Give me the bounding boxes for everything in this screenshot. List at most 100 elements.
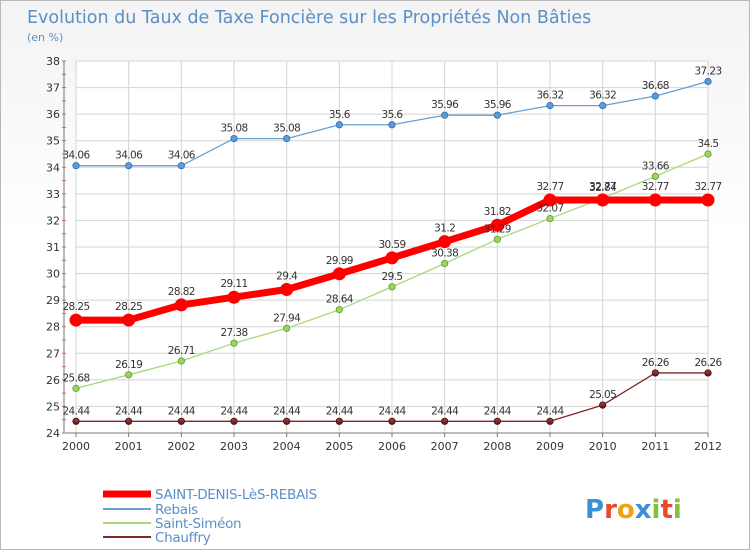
series-saint-sim-on-data-label: 32.84 (589, 182, 617, 194)
y-tick-label: 38 (46, 55, 60, 68)
series-rebais-data-label: 34.06 (168, 150, 196, 162)
series-saint-sim-on-data-label: 33.66 (642, 160, 670, 172)
y-tick-label: 35 (46, 135, 60, 148)
y-tick-label: 30 (46, 268, 60, 281)
series-chauffry-data-label: 24.44 (168, 405, 196, 417)
series-saint-sim-on-point (546, 214, 554, 223)
series-saint-sim-on-data-label: 26.71 (168, 345, 195, 357)
series-chauffry-data-label: 24.44 (273, 405, 301, 417)
series-chauffry-data-label: 24.44 (115, 405, 143, 417)
y-tick-label: 29 (46, 294, 60, 307)
series-chauffry-data-label: 24.44 (431, 405, 459, 417)
series-saint-sim-on-data-label: 26.19 (115, 359, 142, 371)
series-chauffry-point (546, 417, 554, 425)
x-tick-label: 2001 (115, 440, 143, 453)
series-chauffry-point (599, 401, 607, 409)
series-saint-denis-l-s-rebais-point (122, 313, 136, 327)
series-chauffry-point (283, 417, 291, 425)
series-saint-denis-l-s-rebais-data-label: 32.77 (642, 181, 669, 193)
axes: 24 25 26 27 28 29 30 31 32 33 34 35 36 37 38 2000 2001 20… (46, 55, 722, 453)
legend-rebais-label: Rebais (155, 502, 198, 518)
chart-title: Evolution du Taux de Taxe Foncière sur l… (27, 8, 591, 28)
series-saint-sim-on-point (493, 235, 501, 243)
series-saint-sim-on-point (704, 150, 712, 158)
series-saint-sim-on-point (72, 384, 80, 392)
series-saint-sim-on-point (177, 357, 185, 365)
series-chauffry-data-label: 25.05 (589, 389, 616, 401)
series-saint-denis-l-s-rebais-data-label: 31.2 (434, 223, 455, 235)
series-rebais-point (651, 92, 659, 100)
x-tick-label: 2012 (694, 440, 722, 453)
series-chauffry-data-label: 24.44 (220, 405, 248, 417)
series-rebais-point (388, 121, 396, 129)
series-layer (69, 77, 715, 425)
series-saint-sim-on-data-label: 30.38 (431, 247, 458, 259)
series-saint-denis-l-s-rebais-data-label: 32.77 (536, 181, 563, 193)
chart-unit-label: (en %) (27, 31, 63, 44)
legend-saint-denis-l-s-rebais-label: SAINT-DENIS-LèS-REBAIS (155, 487, 317, 503)
x-tick-label: 2002 (167, 440, 195, 453)
y-tick-label: 25 (46, 400, 60, 413)
x-tick-label: 2000 (62, 440, 90, 453)
series-saint-sim-on-point (651, 172, 659, 180)
series-rebais-data-label: 34.06 (115, 150, 143, 162)
series-saint-denis-l-s-rebais-point (701, 193, 715, 207)
y-tick-label: 33 (46, 188, 60, 201)
series-rebais-data-label: 35.6 (329, 109, 351, 121)
series-chauffry-data-label: 24.44 (62, 405, 90, 417)
y-tick-label: 28 (46, 321, 60, 334)
y-tick-label: 37 (46, 82, 60, 95)
legend-chauffry-label: Chauffry (155, 530, 211, 546)
series-chauffry-point (704, 369, 712, 377)
series-chauffry-data-label: 24.44 (378, 405, 406, 417)
series-rebais-data-label: 35.96 (431, 99, 459, 111)
series-rebais-data-label: 36.32 (536, 90, 563, 102)
series-saint-denis-l-s-rebais-point (69, 313, 83, 327)
series-rebais-point (177, 162, 185, 170)
logo-text: Proxiti (585, 495, 682, 525)
series-saint-denis-l-s-rebais-point (596, 193, 610, 207)
series-chauffry-point (388, 417, 396, 425)
x-tick-label: 2006 (378, 440, 406, 453)
series-rebais-point (230, 134, 238, 143)
proxiti-logo: Proxiti (585, 495, 682, 525)
y-tick-label: 27 (46, 347, 60, 360)
series-rebais-point (283, 134, 291, 143)
series-saint-sim-on-data-label: 31.29 (484, 223, 511, 235)
series-rebais-data-label: 35.6 (382, 109, 404, 121)
series-rebais-data-label: 35.96 (484, 99, 512, 111)
series-saint-denis-l-s-rebais-data-label: 31.82 (484, 206, 511, 218)
x-tick-label: 2011 (641, 440, 669, 453)
series-rebais-point (72, 162, 80, 170)
series-saint-denis-l-s-rebais-data-label: 32.77 (589, 181, 616, 193)
series-saint-sim-on-data-label: 28.64 (326, 294, 354, 306)
series-rebais-point (546, 102, 554, 110)
series-chauffry-point (493, 417, 501, 425)
series-saint-denis-l-s-rebais-point (227, 290, 241, 304)
y-tick-label: 32 (46, 214, 60, 227)
series-rebais-data-label: 36.68 (642, 80, 669, 92)
series-saint-denis-l-s-rebais-data-label: 29.11 (220, 278, 247, 290)
series-saint-denis-l-s-rebais-point (385, 251, 399, 265)
x-tick-label: 2010 (589, 440, 617, 453)
series-rebais-data-label: 34.06 (62, 150, 90, 162)
x-tick-label: 2009 (536, 440, 564, 453)
series-chauffry-data-label: 26.26 (694, 357, 722, 369)
series-chauffry-data-label: 24.44 (484, 405, 512, 417)
series-chauffry-point (230, 417, 238, 425)
series-rebais-point (704, 77, 712, 86)
x-tick-label: 2008 (483, 440, 511, 453)
series-saint-denis-l-s-rebais-point (280, 283, 294, 297)
y-tick-label: 36 (46, 108, 60, 121)
series-rebais-data-label: 36.32 (589, 90, 616, 102)
series-saint-sim-on-data-label: 25.68 (62, 372, 89, 384)
series-chauffry-point (651, 369, 659, 377)
series-saint-sim-on-data-label: 34.5 (698, 138, 719, 150)
series-saint-sim-on-data-label: 27.94 (273, 312, 301, 324)
series-saint-denis-l-s-rebais-data-label: 28.25 (62, 301, 89, 313)
series-chauffry-data-label: 24.44 (536, 405, 564, 417)
series-saint-denis-l-s-rebais-data-label: 28.82 (168, 286, 195, 298)
series-chauffry-point (125, 417, 133, 425)
